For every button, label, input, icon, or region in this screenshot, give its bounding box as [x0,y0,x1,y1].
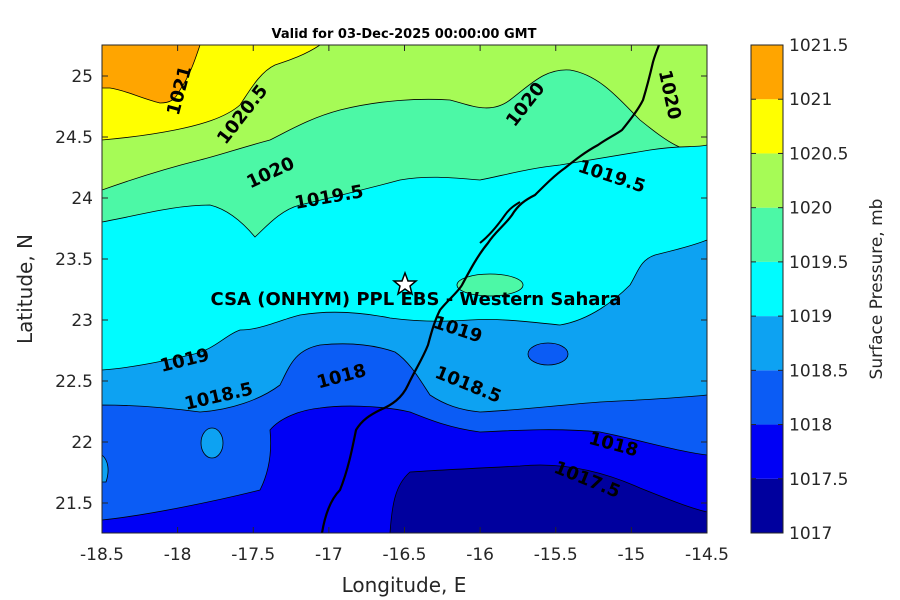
star-icon [391,270,419,296]
colorbar-segment [751,370,783,425]
y-axis-label: Latitude, N [13,234,37,344]
colorbar-segment [751,153,783,208]
colorbar-tick-label: 1019.5 [789,253,848,273]
y-tick-label: 22 [71,433,93,453]
colorbar-tick-label: 1018.5 [789,361,848,381]
colorbar-segment [751,99,783,154]
colorbar: 1017 1017.5 1018 1018.5 1019 1019.5 1020 1020.5… [750,36,848,544]
x-tick-label: -15.5 [534,545,578,565]
cell-1019-5-center [456,273,524,297]
coastline [320,45,661,533]
y-tick-label: 21.5 [55,494,93,514]
colorbar-tick-label: 1020 [789,199,832,219]
y-axis: 25 24.5 24 23.5 23 22.5 22 21.5 [55,67,707,514]
cell-1018-5-west [200,427,224,459]
x-tick-label: -18.5 [80,545,124,565]
y-tick-label: 24.5 [55,128,93,148]
colorbar-tick-label: 1020.5 [789,144,848,164]
x-tick-label: -16.5 [383,545,427,565]
band-1017 [389,464,707,533]
y-tick-label: 24 [71,189,93,209]
pressure-field [102,45,707,533]
colorbar-segment [751,207,783,262]
colorbar-tick-label: 1018 [789,416,832,436]
x-tick-label: -17.5 [231,545,275,565]
colorbar-tick-label: 1021.5 [789,36,848,56]
colorbar-tick-label: 1019 [789,307,832,327]
y-tick-label: 23 [71,311,93,331]
x-axis-label: Longitude, E [342,573,467,597]
coastline-inlet [479,201,521,244]
colorbar-segment [751,261,783,317]
cell-1018-east [527,342,569,366]
colorbar-label: Surface Pressure, mb [867,199,887,380]
colorbar-segment [751,45,783,100]
site-label: CSA (ONHYM) PPL EBS - Western Sahara [211,289,622,310]
colorbar-frame [750,44,784,534]
x-tick-label: -14.5 [685,545,729,565]
y-tick-label: 23.5 [55,250,93,270]
x-axis: -18.5 -18 -17.5 -17 -16.5 -16 -15.5 -15 -14.5 [80,45,729,565]
x-tick-label: -16 [466,545,494,565]
colorbar-segment [751,478,783,533]
x-tick-label: -15 [617,545,645,565]
band-1021 [102,45,201,104]
x-tick-label: -18 [164,545,192,565]
map-title: Valid for 03-Dec-2025 00:00:00 GMT [272,27,537,42]
colorbar-segment [751,316,783,371]
colorbar-tick-label: 1017.5 [789,470,848,490]
colorbar-tick-label: 1021 [789,90,832,110]
x-tick-label: -17 [315,545,343,565]
y-tick-label: 25 [71,67,93,87]
colorbar-segment [751,424,783,479]
y-tick-label: 22.5 [55,372,93,392]
colorbar-tick-label: 1017 [789,524,832,544]
cell-1018-5-edge [102,454,109,483]
